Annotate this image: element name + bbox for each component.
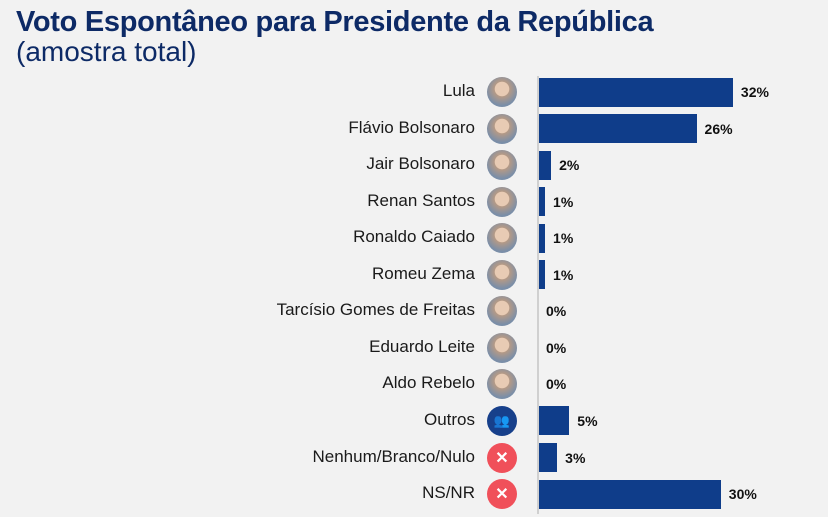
category-label: Ronaldo Caiado [353,227,475,247]
category-label: Eduardo Leite [369,336,475,356]
x-icon: ✕ [487,442,517,473]
people-icon: 👥 [487,405,517,436]
bar [539,443,558,472]
candidate-photo-icon [487,259,517,290]
data-label: 0% [546,376,567,393]
x-icon: ✕ [487,479,517,510]
bar [539,223,546,253]
chart-subtitle: (amostra total) [16,36,197,67]
data-label: 32% [740,84,769,100]
candidate-photo-icon [487,150,517,181]
category-label: Romeu Zema [372,263,475,283]
category-label: NS/NR [422,483,475,503]
data-label: 2% [559,157,580,174]
data-label: 5% [577,412,598,429]
data-label: 30% [728,486,757,503]
data-label: 1% [553,193,574,210]
chart-title: Voto Espontâneo para Presidente da Repúb… [16,6,654,38]
bar [539,260,546,290]
bar [539,77,733,107]
axis-line [537,76,539,514]
category-label: Renan Santos [367,190,475,210]
category-label: Outros [423,409,475,429]
data-label: 0% [546,339,567,356]
data-label: 1% [553,266,574,283]
category-label: Nenhum/Branco/Nulo [312,446,475,466]
category-label: Lula [442,81,475,100]
bar [539,479,721,509]
bar [539,406,570,436]
data-label: 1% [553,230,574,247]
data-label: 26% [704,120,733,137]
candidate-photo-icon [487,296,517,327]
category-label: Tarcísio Gomes de Freitas [276,300,475,320]
category-label: Flávio Bolsonaro [348,117,475,137]
category-label: Aldo Rebelo [382,373,475,393]
candidate-photo-icon [487,77,517,107]
candidate-photo-icon [487,332,517,363]
data-label: 0% [546,303,567,320]
category-label: Jair Bolsonaro [366,154,475,174]
bar [539,114,697,144]
bar [539,187,546,217]
bar [539,150,552,180]
candidate-photo-icon [487,113,517,144]
data-label: 3% [565,449,586,466]
candidate-photo-icon [487,369,517,400]
candidate-photo-icon [487,223,517,254]
candidate-photo-icon [487,186,517,217]
